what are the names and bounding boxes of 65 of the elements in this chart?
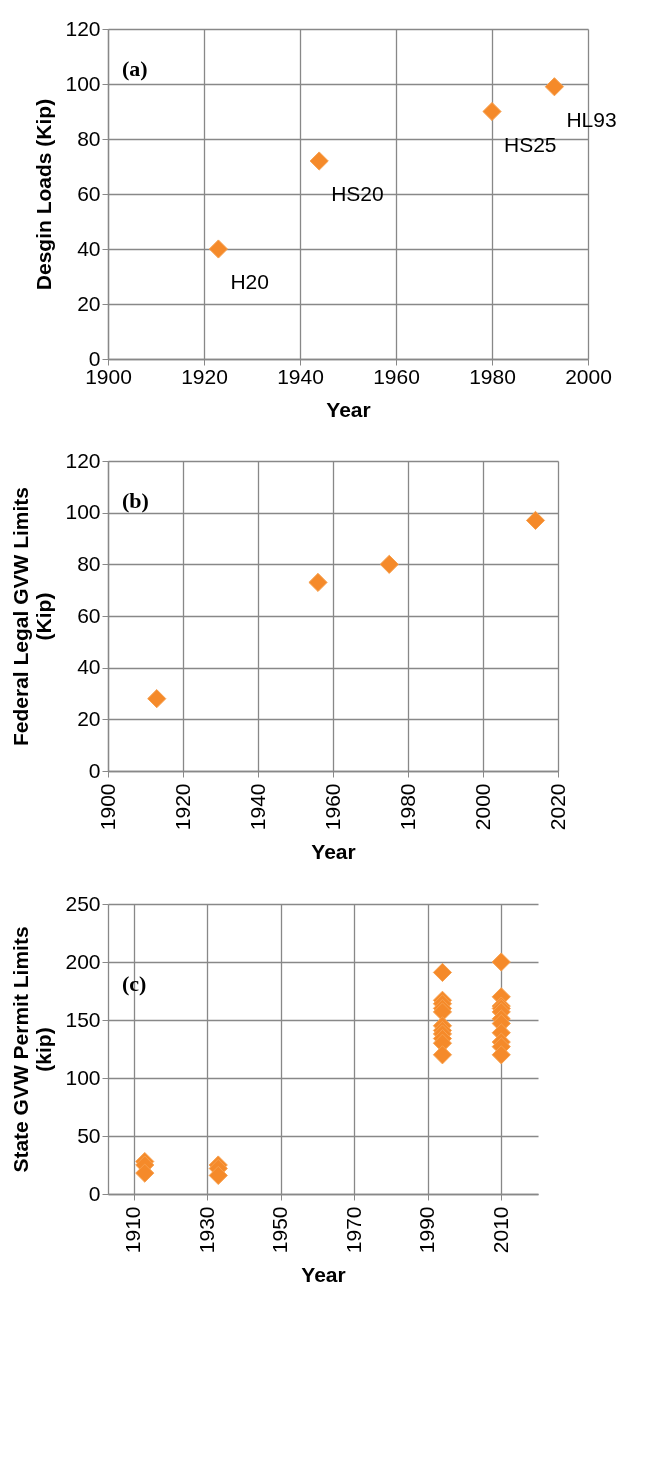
- x-tick-label: 1940: [277, 364, 324, 388]
- point: [135, 1163, 155, 1183]
- x-tick-label: 2000: [565, 364, 612, 388]
- y-tick-label: 80: [77, 551, 101, 575]
- y-tick-label: 40: [77, 655, 101, 679]
- y-tick-label: 100: [65, 71, 101, 95]
- x-tick-label: 1990: [415, 1206, 439, 1254]
- x-axis-title: Year: [311, 840, 356, 864]
- y-tick-label: 100: [65, 500, 101, 524]
- x-tick-label: 2000: [470, 783, 494, 831]
- x-tick-label: 1900: [95, 783, 119, 831]
- point: [379, 554, 399, 574]
- y-tick-label: 80: [77, 126, 101, 150]
- y-tick-label: 0: [88, 346, 101, 370]
- x-tick-label: 1920: [181, 364, 228, 388]
- point: [309, 151, 329, 171]
- y-tick-label: 20: [77, 291, 101, 315]
- y-tick-label: 60: [77, 181, 101, 205]
- annotation: HS20: [331, 182, 384, 205]
- y-tick-label: 60: [77, 603, 101, 627]
- annotation: HL93: [566, 107, 617, 131]
- x-tick-label: 1940: [245, 783, 269, 831]
- x-axis-title: Year: [326, 397, 371, 421]
- point: [544, 77, 564, 97]
- x-tick-label: 1950: [268, 1206, 292, 1254]
- x-tick-label: 1980: [395, 783, 419, 831]
- x-tick-label: 2020: [545, 783, 569, 831]
- x-tick-label: 1910: [121, 1206, 145, 1254]
- y-tick-label: 50: [77, 1123, 101, 1147]
- point: [491, 952, 511, 972]
- point: [432, 1045, 453, 1065]
- x-tick-label: 1920: [170, 783, 194, 831]
- y-tick-label: 150: [65, 1007, 101, 1031]
- y-tick-label: 200: [65, 949, 101, 973]
- y-axis-title: Desgin Loads (Kip): [32, 98, 56, 291]
- point: [147, 689, 167, 709]
- point: [525, 510, 546, 530]
- point: [432, 962, 453, 983]
- annotation: H20: [230, 270, 269, 293]
- y-tick-label: 20: [77, 706, 101, 730]
- y-axis-title: Federal Legal GVW Limits (Kip): [9, 486, 56, 747]
- point: [208, 1165, 228, 1186]
- annotation: HS25: [504, 132, 557, 156]
- x-tick-label: 1930: [194, 1206, 218, 1254]
- point: [491, 1045, 511, 1065]
- point: [482, 101, 502, 122]
- annotation: (c): [122, 971, 147, 996]
- y-axis-title: State GVW Permit Limits (kip): [9, 926, 56, 1173]
- x-tick-label: 1980: [469, 364, 516, 388]
- y-tick-label: 250: [65, 891, 101, 915]
- x-tick-label: 1960: [320, 783, 344, 831]
- x-tick-label: 2010: [488, 1206, 512, 1254]
- y-tick-label: 0: [88, 758, 101, 782]
- y-tick-label: 0: [88, 1181, 101, 1205]
- y-tick-label: 40: [77, 236, 101, 260]
- x-tick-label: 1970: [341, 1206, 365, 1254]
- point: [308, 572, 328, 592]
- point: [208, 239, 228, 259]
- annotation: (b): [122, 488, 149, 513]
- y-tick-label: 120: [65, 16, 101, 40]
- y-tick-label: 100: [65, 1065, 101, 1089]
- y-tick-label: 120: [65, 448, 101, 472]
- x-tick-label: 1960: [373, 364, 420, 388]
- annotation: (a): [122, 56, 148, 81]
- x-axis-title: Year: [301, 1263, 346, 1287]
